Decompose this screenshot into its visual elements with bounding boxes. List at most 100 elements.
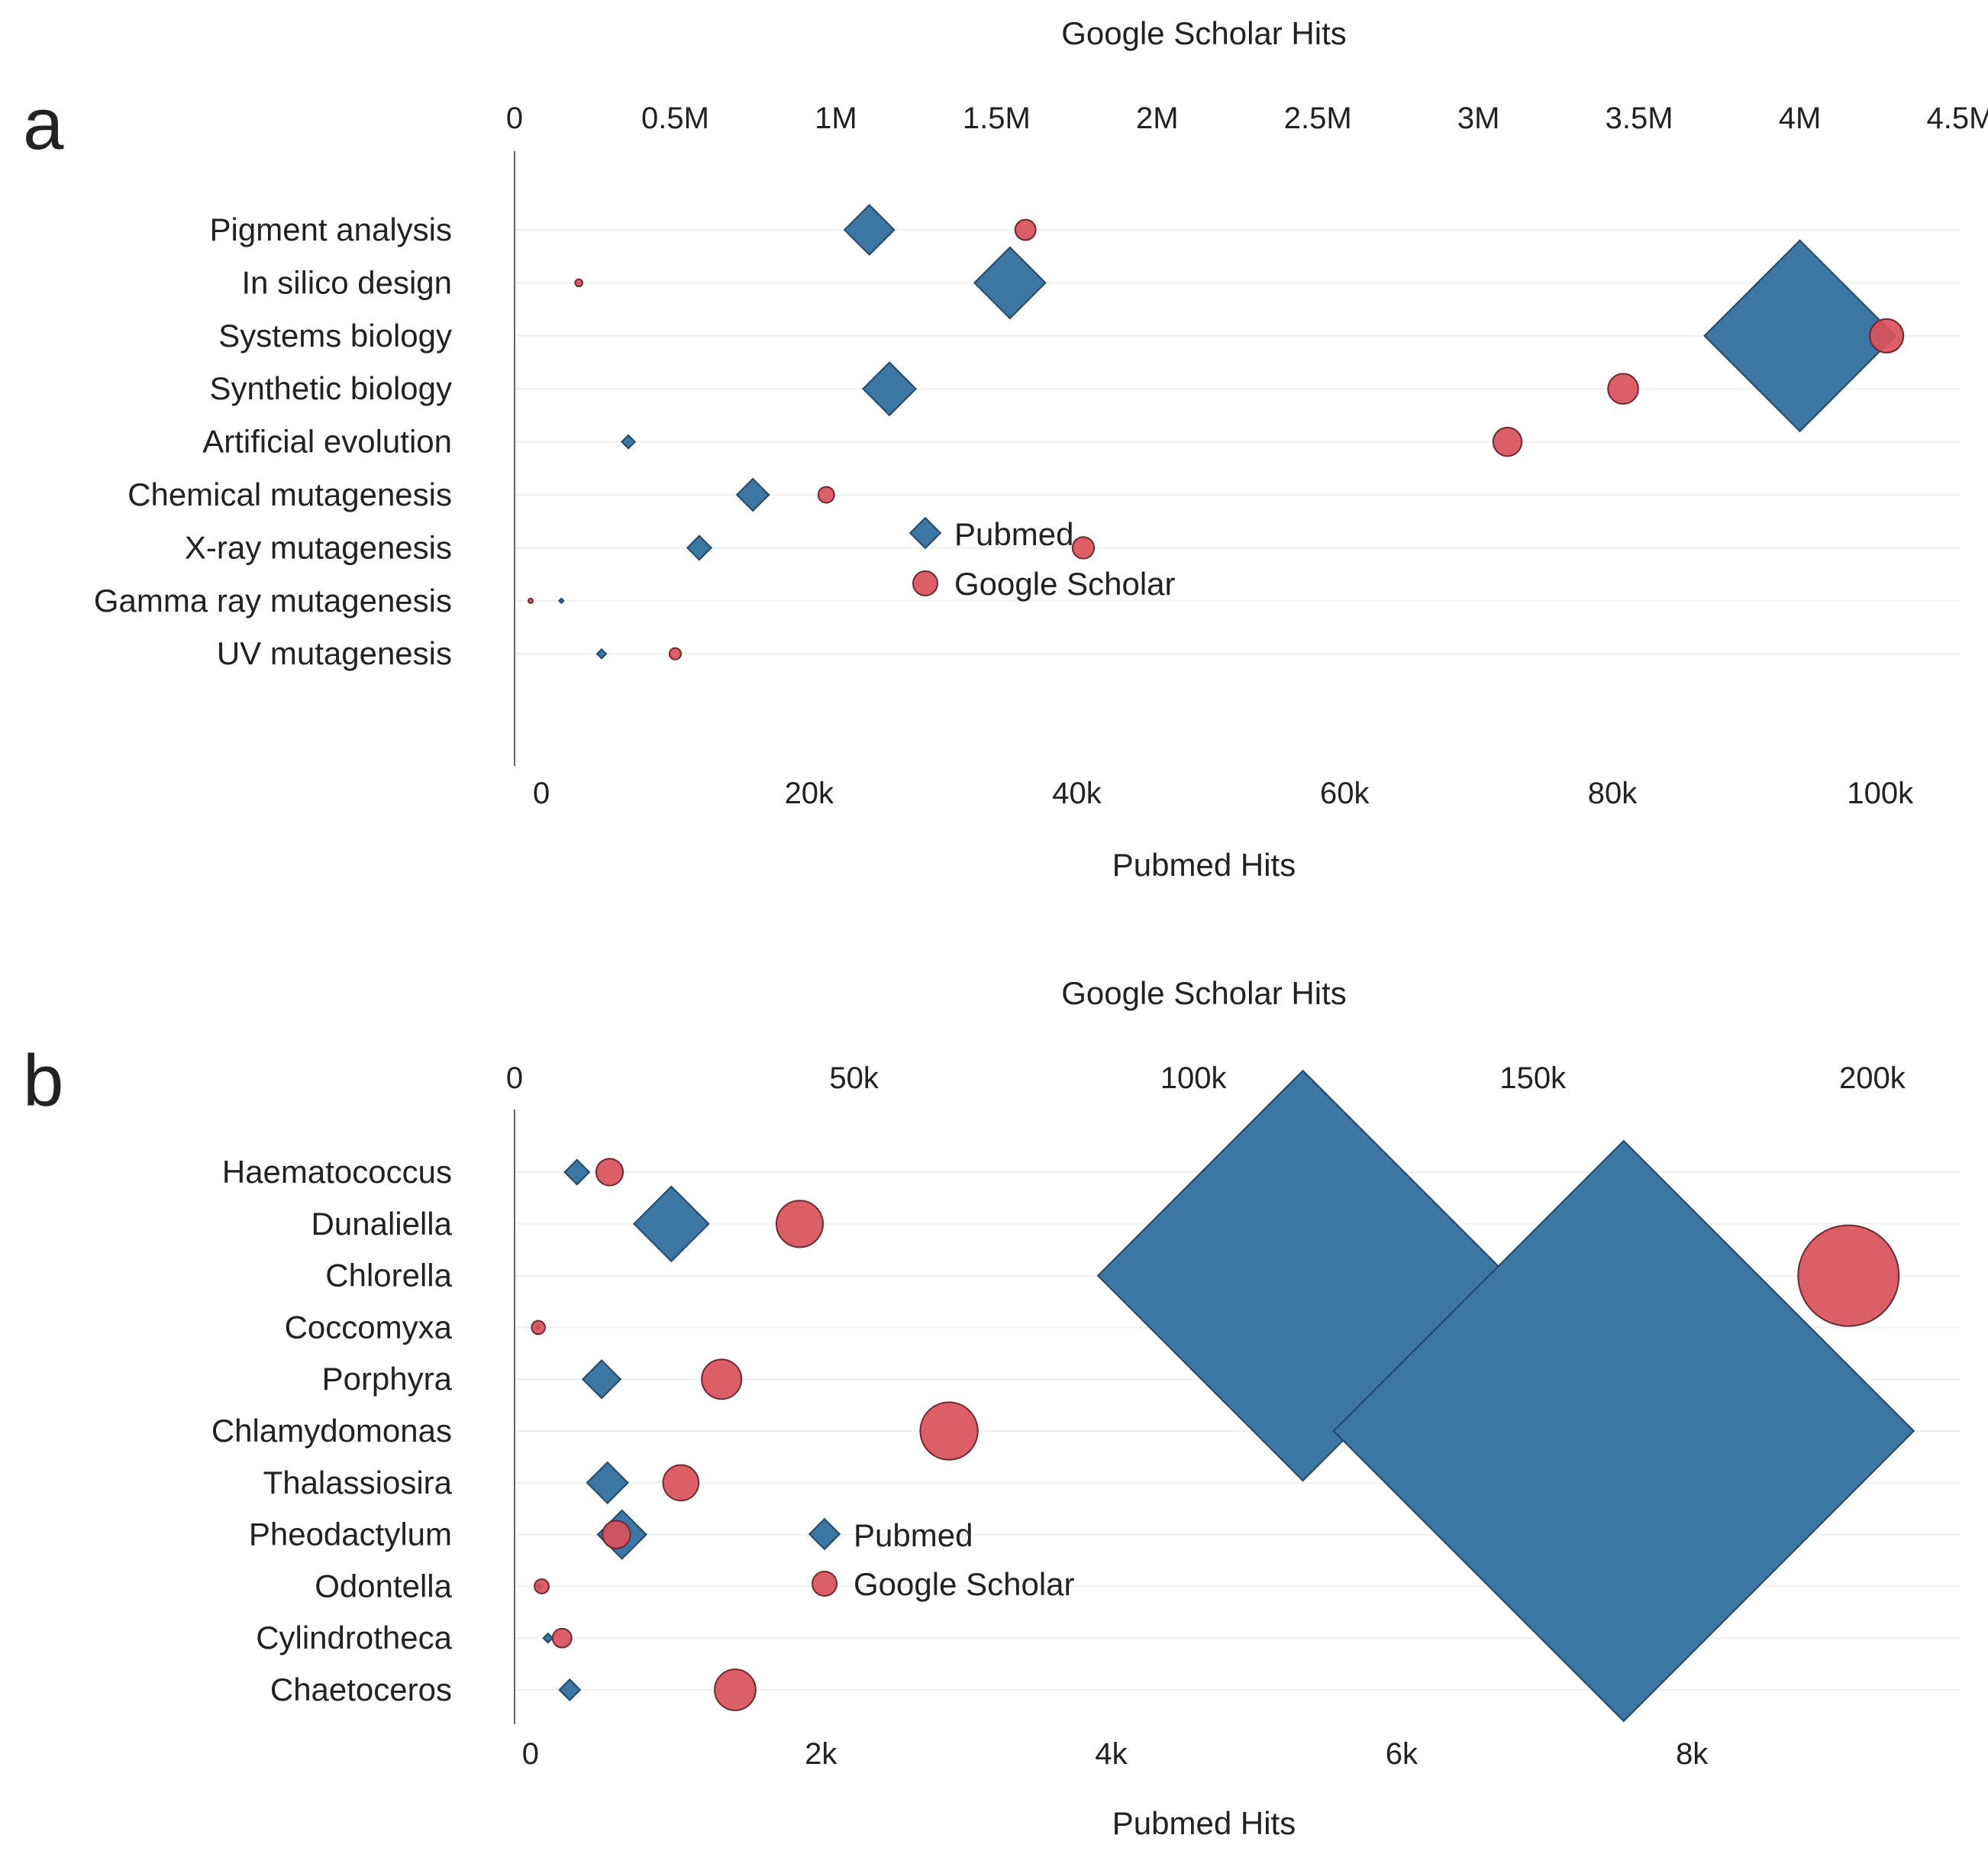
bottom-tick-label: 20k	[785, 777, 834, 810]
scholar-circle-marker	[1071, 536, 1096, 560]
scholar-circle-marker	[668, 647, 682, 661]
pubmed-diamond-marker	[581, 1359, 622, 1400]
panel-b-bottom-ticks: 0 2k 4k 6k 8k	[522, 1737, 1709, 1771]
pubmed-diamond-marker	[586, 1461, 629, 1504]
category-label: Chlamydomonas	[211, 1413, 452, 1449]
panel-b-top-axis-title: Google Scholar Hits	[1061, 975, 1347, 1011]
pubmed-diamond-marker	[1703, 239, 1896, 433]
pubmed-diamond-marker	[973, 246, 1047, 320]
category-label: Chlorella	[325, 1258, 452, 1294]
scholar-circle-marker	[531, 1320, 546, 1336]
category-label: Cylindrotheca	[256, 1620, 452, 1656]
bottom-tick-label: 8k	[1676, 1737, 1709, 1771]
pubmed-diamond-marker	[557, 597, 565, 605]
bottom-tick-label: 0	[522, 1737, 539, 1771]
pubmed-diamond-marker	[686, 535, 713, 561]
pubmed-diamond-marker	[563, 1158, 591, 1186]
top-tick-label: 4.5M	[1927, 102, 1988, 135]
top-tick-label: 0	[506, 102, 523, 135]
category-label: Pigment analysis	[210, 212, 452, 247]
scholar-circle-marker	[817, 486, 835, 504]
top-tick-label: 0.5M	[641, 102, 709, 135]
scholar-circle-marker	[701, 1358, 743, 1400]
pubmed-diamond-marker	[633, 1185, 710, 1263]
top-tick-label: 150k	[1499, 1061, 1567, 1095]
category-label: Porphyra	[322, 1361, 453, 1397]
scholar-circle-marker	[602, 1520, 631, 1549]
scholar-circle-marker	[1492, 426, 1523, 457]
scholar-circle-marker	[1869, 318, 1905, 354]
legend-pubmed-swatch	[908, 516, 942, 550]
scholar-circle-marker	[1797, 1224, 1900, 1327]
category-label: Synthetic biology	[209, 370, 452, 406]
panel-b-top-ticks: 0 50k 100k 150k 200k	[506, 1061, 1906, 1095]
panel-b-label: b	[23, 1040, 63, 1122]
category-label: Odontella	[315, 1568, 452, 1604]
panel-a-top-axis-title: Google Scholar Hits	[1061, 15, 1347, 51]
top-tick-label: 2.5M	[1284, 102, 1352, 135]
bottom-tick-label: 6k	[1386, 1737, 1418, 1771]
category-label: Chaetoceros	[270, 1672, 452, 1707]
panel-a-pubmed-markers	[557, 204, 1896, 660]
panel-a-bottom-axis-title: Pubmed Hits	[1112, 847, 1296, 883]
top-tick-label: 100k	[1160, 1061, 1228, 1095]
category-label: Chemical mutagenesis	[127, 476, 452, 512]
bottom-tick-label: 40k	[1052, 777, 1102, 810]
category-label: Artificial evolution	[202, 424, 452, 460]
scholar-circle-marker	[528, 597, 534, 604]
panel-a-label: a	[23, 83, 64, 165]
legend-pubmed-label: Pubmed	[854, 1517, 973, 1553]
panel-a-top-ticks: 0 0.5M 1M 1.5M 2M 2.5M 3M 3.5M 4M 4.5M	[506, 102, 1988, 135]
category-label: Pheodactylum	[249, 1517, 452, 1552]
category-label: Dunaliella	[311, 1206, 453, 1242]
bottom-tick-label: 100k	[1847, 777, 1914, 810]
category-label: Thalassiosira	[263, 1465, 453, 1501]
category-label: In silico design	[242, 264, 452, 300]
legend-pubmed-label: Pubmed	[954, 516, 1073, 552]
top-tick-label: 1M	[815, 102, 857, 135]
panel-b-pubmed-markers	[534, 1069, 1915, 1723]
top-tick-label: 50k	[829, 1061, 879, 1095]
pubmed-diamond-marker	[843, 204, 896, 256]
top-tick-label: 1.5M	[963, 102, 1031, 135]
pubmed-diamond-marker	[862, 361, 918, 417]
top-tick-label: 4M	[1779, 102, 1822, 135]
panel-b-scholar-markers	[531, 1158, 1900, 1711]
top-tick-label: 2M	[1136, 102, 1179, 135]
panel-b-legend: Pubmed Google Scholar	[808, 1517, 1075, 1602]
panel-a-scholar-markers	[528, 218, 1905, 661]
pubmed-diamond-marker	[621, 434, 637, 450]
legend-scholar-swatch	[812, 1571, 837, 1597]
category-label: Coccomyxa	[285, 1309, 453, 1345]
bottom-tick-label: 80k	[1588, 777, 1638, 810]
panel-a-category-labels: Pigment analysis In silico design Systems …	[94, 212, 452, 671]
panel-b-bottom-axis-title: Pubmed Hits	[1112, 1805, 1296, 1841]
bottom-tick-label: 4k	[1095, 1737, 1128, 1771]
top-tick-label: 3M	[1457, 102, 1500, 135]
scholar-circle-marker	[919, 1401, 979, 1461]
top-tick-label: 0	[506, 1061, 523, 1095]
legend-scholar-swatch	[912, 570, 938, 596]
scholar-circle-marker	[574, 278, 583, 288]
panel-b: b Google Scholar Hits Pubmed Hits 0 50k 10…	[23, 975, 1961, 1841]
bottom-tick-label: 60k	[1320, 777, 1370, 810]
scholar-circle-marker	[1607, 373, 1639, 405]
category-label: X-ray mutagenesis	[185, 529, 452, 565]
category-label: Gamma ray mutagenesis	[94, 583, 452, 619]
panel-a-bottom-ticks: 0 20k 40k 60k 80k 100k	[533, 777, 1914, 810]
scholar-circle-marker	[714, 1668, 757, 1711]
category-label: UV mutagenesis	[217, 635, 452, 671]
category-label: Systems biology	[218, 318, 452, 354]
legend-pubmed-swatch	[808, 1517, 841, 1551]
scholar-circle-marker	[662, 1464, 700, 1502]
legend-scholar-label: Google Scholar	[954, 566, 1176, 602]
pubmed-diamond-marker	[542, 1632, 554, 1644]
scholar-circle-marker	[595, 1158, 624, 1187]
top-tick-label: 200k	[1839, 1061, 1906, 1095]
panel-a-gridlines	[515, 229, 1961, 655]
panel-a: a Google Scholar Hits Pubmed Hits 0 0.5M 1…	[23, 15, 1988, 883]
scholar-circle-marker	[775, 1200, 824, 1249]
bottom-tick-label: 0	[533, 777, 550, 810]
legend-scholar-label: Google Scholar	[854, 1566, 1075, 1602]
category-label: Haematococcus	[222, 1154, 452, 1190]
